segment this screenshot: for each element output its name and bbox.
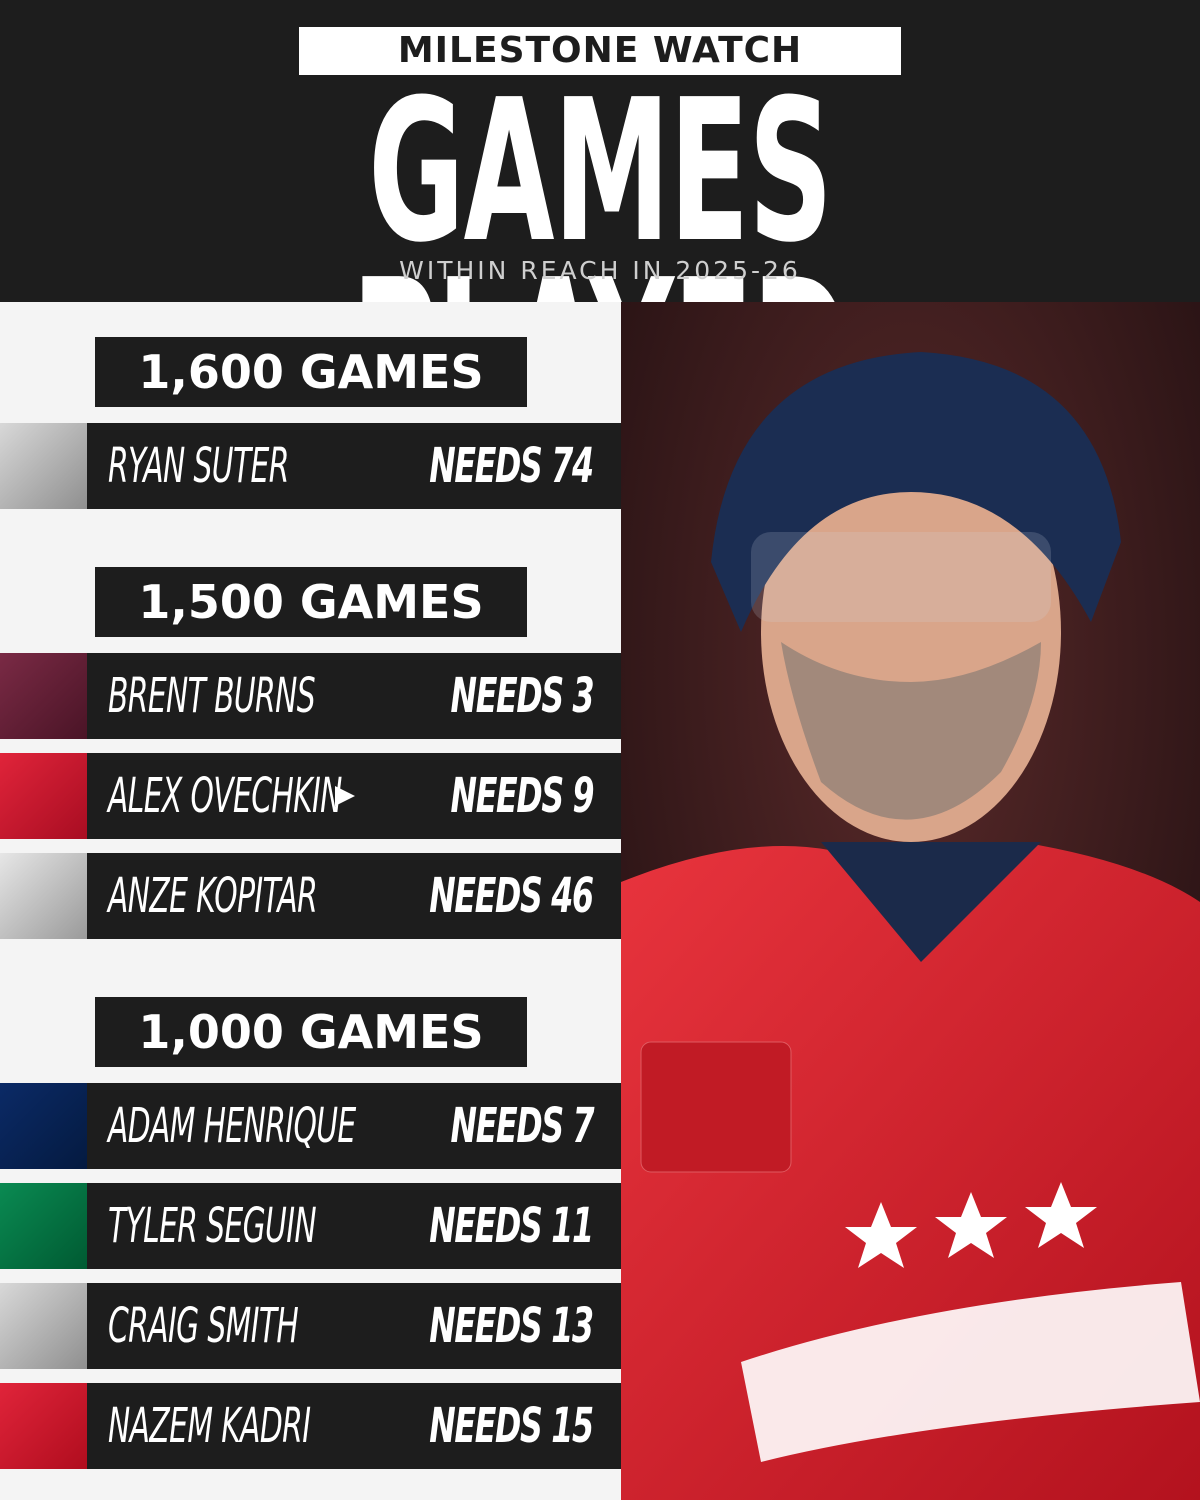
needs-wrap: NEEDS 7: [377, 1083, 594, 1169]
needs-count: NEEDS 46: [429, 868, 595, 924]
team-logo: [0, 753, 87, 839]
stars: [845, 1182, 1097, 1268]
wordmark: [741, 1282, 1200, 1462]
player-name: ALEX OVECHKIN: [108, 768, 342, 824]
team-logo: [0, 1083, 87, 1169]
player-name-wrap: ANZE KOPITAR: [108, 853, 445, 939]
team-logo: [0, 1383, 87, 1469]
player-row: NAZEM KADRI NEEDS 15: [0, 1383, 621, 1469]
needs-count: NEEDS 74: [429, 438, 595, 494]
player-row: BRENT BURNS NEEDS 3: [0, 653, 621, 739]
needs-count: NEEDS 7: [450, 1098, 594, 1154]
header-label: MILESTONE WATCH: [299, 27, 901, 75]
needs-wrap: NEEDS 3: [377, 653, 594, 739]
arrow-icon: [335, 786, 355, 806]
helmet: [711, 352, 1121, 632]
team-logo: [0, 853, 87, 939]
player-row: ALEX OVECHKIN NEEDS 9: [0, 753, 621, 839]
team-logo: [0, 1183, 87, 1269]
section-title: 1,500 GAMES: [95, 567, 527, 637]
player-row: RYAN SUTER NEEDS 74: [0, 423, 621, 509]
player-name: TYLER SEGUIN: [108, 1198, 317, 1254]
player-name: RYAN SUTER: [108, 438, 289, 494]
team-logo: [0, 1283, 87, 1369]
needs-count: NEEDS 3: [450, 668, 594, 724]
player-name: BRENT BURNS: [108, 668, 316, 724]
needs-wrap: NEEDS 11: [345, 1183, 595, 1269]
needs-wrap: NEEDS 15: [345, 1383, 595, 1469]
player-row: ANZE KOPITAR NEEDS 46: [0, 853, 621, 939]
needs-count: NEEDS 13: [429, 1298, 595, 1354]
team-logo: [0, 423, 87, 509]
needs-wrap: NEEDS 46: [345, 853, 595, 939]
player-row: CRAIG SMITH NEEDS 13: [0, 1283, 621, 1369]
player-name: CRAIG SMITH: [108, 1298, 299, 1354]
player-row: ADAM HENRIQUE NEEDS 7: [0, 1083, 621, 1169]
sponsor-patch: [640, 1041, 792, 1173]
player-name-wrap: TYLER SEGUIN: [108, 1183, 444, 1269]
needs-count: NEEDS 15: [429, 1398, 595, 1454]
beard: [781, 642, 1041, 820]
section-title: 1,600 GAMES: [95, 337, 527, 407]
player-name-wrap: NAZEM KADRI: [108, 1383, 434, 1469]
player-name: ANZE KOPITAR: [108, 868, 318, 924]
player-name-wrap: BRENT BURNS: [108, 653, 442, 739]
player-photo: [621, 302, 1200, 1500]
needs-wrap: NEEDS 74: [345, 423, 595, 509]
needs-wrap: NEEDS 13: [345, 1283, 595, 1369]
collar: [821, 842, 1041, 962]
player-name-wrap: CRAIG SMITH: [108, 1283, 415, 1369]
player-name: ADAM HENRIQUE: [108, 1098, 356, 1154]
player-name-wrap: ADAM HENRIQUE: [108, 1083, 507, 1169]
needs-count: NEEDS 11: [429, 1198, 595, 1254]
player-name: NAZEM KADRI: [108, 1398, 311, 1454]
header: MILESTONE WATCH GAMES PLAYED WITHIN REAC…: [0, 0, 1200, 450]
needs-count: NEEDS 9: [450, 768, 594, 824]
visor: [751, 532, 1051, 622]
needs-wrap: NEEDS 9: [377, 753, 594, 839]
team-logo: [0, 653, 87, 739]
player-name-wrap: ALEX OVECHKIN: [108, 753, 485, 839]
player-name-wrap: RYAN SUTER: [108, 423, 400, 509]
section-title: 1,000 GAMES: [95, 997, 527, 1067]
header-subtitle: WITHIN REACH IN 2025-26: [399, 256, 801, 285]
player-row: TYLER SEGUIN NEEDS 11: [0, 1183, 621, 1269]
